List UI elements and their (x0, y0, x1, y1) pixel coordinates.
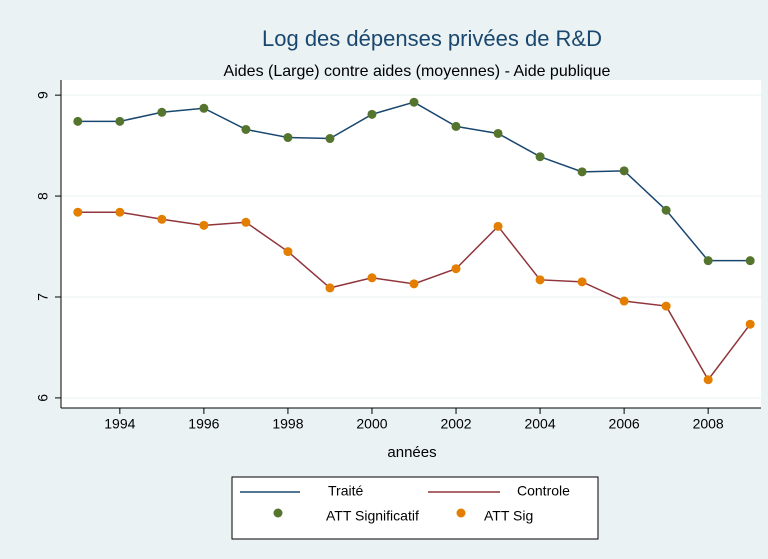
plot-area (61, 80, 761, 408)
legend-label: ATT Significatif (326, 508, 419, 524)
marker (73, 207, 83, 217)
marker (241, 217, 251, 227)
marker (199, 103, 209, 113)
marker (661, 301, 671, 311)
marker (577, 277, 587, 287)
marker (283, 247, 293, 257)
marker (199, 220, 209, 230)
legend-label: ATT Sig (484, 508, 533, 524)
marker (661, 205, 671, 215)
legend-label: Controle (517, 483, 570, 499)
marker (745, 319, 755, 329)
marker (409, 279, 419, 289)
chart-title: Log des dépenses privées de R&D (262, 26, 602, 51)
marker (367, 273, 377, 283)
y-tick-label: 8 (35, 192, 51, 200)
marker (703, 375, 713, 385)
marker (409, 97, 419, 107)
marker (367, 109, 377, 119)
marker (325, 134, 335, 144)
marker (283, 133, 293, 143)
marker (745, 256, 755, 266)
x-axis-label: années (387, 444, 436, 461)
marker (451, 121, 461, 131)
legend-label: Traité (328, 483, 363, 499)
x-tick-label: 1994 (104, 416, 135, 432)
marker (535, 152, 545, 162)
marker (73, 116, 83, 126)
x-tick-label: 2000 (356, 416, 387, 432)
marker (451, 264, 461, 274)
y-tick-label: 6 (35, 394, 51, 402)
marker (157, 214, 167, 224)
marker (577, 167, 587, 177)
marker (703, 256, 713, 266)
marker (115, 116, 125, 126)
x-tick-label: 1996 (188, 416, 219, 432)
legend (231, 476, 599, 540)
marker (493, 128, 503, 138)
marker (619, 166, 629, 176)
x-tick-label: 2002 (440, 416, 471, 432)
marker (619, 296, 629, 306)
x-tick-label: 2006 (609, 416, 640, 432)
y-tick-label: 9 (35, 91, 51, 99)
legend-swatch (456, 508, 466, 518)
x-tick-label: 2004 (524, 416, 555, 432)
marker (325, 283, 335, 293)
marker (115, 207, 125, 217)
marker (535, 275, 545, 285)
legend-swatch (273, 508, 283, 518)
x-tick-label: 1998 (272, 416, 303, 432)
y-tick-label: 7 (35, 293, 51, 301)
marker (157, 107, 167, 117)
chart-subtitle: Aides (Large) contre aides (moyennes) - … (224, 63, 611, 80)
x-tick-label: 2008 (693, 416, 724, 432)
marker (241, 124, 251, 134)
marker (493, 221, 503, 231)
